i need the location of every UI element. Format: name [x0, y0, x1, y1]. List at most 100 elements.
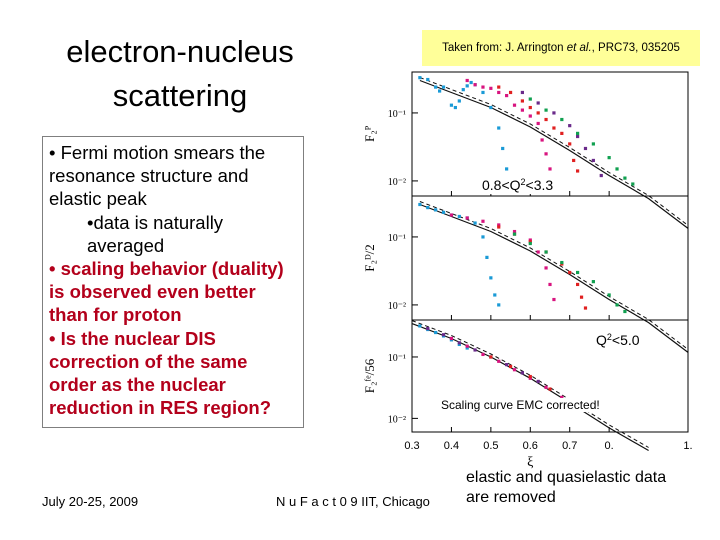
data-point-blue — [485, 255, 489, 259]
data-point-blue — [473, 221, 477, 225]
data-point-purple — [505, 363, 509, 367]
bullet-2-line-2: is observed even better — [49, 281, 256, 303]
scaling-curve-dashed — [419, 201, 689, 350]
sub-bullet-line-2: averaged — [87, 234, 165, 256]
slide-title: electron-nucleus scattering — [40, 30, 320, 118]
data-point-red — [572, 158, 576, 163]
data-point-magenta — [465, 344, 469, 348]
x-tick-label: 0.4 — [444, 440, 459, 452]
bullet-2-line-1: • scaling behavior (duality) — [49, 258, 284, 280]
data-point-purple — [552, 111, 556, 115]
data-point-blue — [441, 85, 446, 89]
data-point-magenta — [552, 297, 556, 302]
data-point-blue — [505, 167, 509, 171]
bullet-1-line-1: • Fermi motion smears the — [49, 142, 266, 163]
data-point-purple — [576, 134, 580, 139]
panel-1: 10⁻¹ 10⁻² F₂ᴾ — [362, 71, 689, 229]
scaling-curve-dashed — [419, 77, 689, 226]
data-point-purple — [520, 371, 524, 375]
data-point-blue — [481, 235, 485, 239]
scaling-curve — [419, 203, 689, 353]
data-point-magenta — [481, 352, 485, 357]
data-point-red — [536, 111, 540, 115]
data-point-magenta — [544, 385, 548, 389]
y-axis-label: F₂ᴾ — [362, 125, 377, 142]
data-point-red — [508, 364, 513, 369]
data-point-purple — [599, 173, 603, 178]
panel-frame — [411, 319, 689, 433]
data-point-red — [583, 306, 588, 310]
scaling-curve — [419, 79, 689, 229]
data-point-purple — [426, 326, 430, 331]
data-point-blue — [418, 76, 422, 80]
data-point-magenta — [505, 93, 509, 98]
data-point-blue — [434, 85, 438, 89]
data-point-magenta — [512, 229, 517, 234]
data-point-blue — [449, 103, 454, 107]
footer-date: July 20-25, 2009 — [42, 494, 139, 509]
data-point-magenta — [512, 103, 517, 107]
x-tick-label: 0.3 — [404, 440, 419, 452]
credit-italic: et al. — [566, 42, 592, 54]
data-point-red — [548, 387, 552, 391]
data-point-blue — [434, 208, 438, 212]
data-point-magenta — [449, 336, 454, 341]
data-point-blue — [497, 303, 501, 307]
y-tick-label: 10⁻¹ — [388, 233, 406, 244]
data-point-green — [528, 97, 532, 101]
data-point-magenta — [497, 223, 501, 227]
bullet-3-line-1: • Is the nuclear DIS — [49, 327, 216, 349]
data-point-magenta — [528, 376, 532, 380]
bullet-1-line-2: resonance structure and — [49, 165, 249, 187]
credit-suffix: , PRC73, 035205 — [591, 42, 680, 54]
title-line-1: electron-nucleus — [66, 34, 294, 69]
y-tick-label: 10⁻² — [388, 301, 406, 312]
data-point-green — [607, 293, 611, 297]
ann1-prefix: 0.8<Q — [482, 177, 521, 193]
y-axis-label: F₂ᴰ/2 — [362, 244, 377, 271]
ann2-prefix: Q — [596, 332, 607, 348]
bullet-3-line-3: order as the nuclear — [49, 374, 226, 396]
y-tick-label: 10⁻² — [388, 177, 406, 188]
data-point-green — [560, 260, 564, 265]
data-point-blue — [493, 293, 497, 297]
data-point-magenta — [473, 83, 477, 87]
data-point-blue — [434, 330, 438, 335]
footer-conference: N u F a c t 0 9 IIT, Chicago — [276, 494, 430, 509]
bullet-1-line-3: elastic peak — [49, 188, 147, 210]
data-point-magenta — [544, 152, 548, 156]
data-point-red — [528, 374, 532, 379]
data-point-red — [552, 126, 556, 130]
data-point-blue — [438, 89, 442, 93]
y-tick-label: 10⁻² — [388, 414, 406, 425]
data-point-blue — [441, 210, 446, 214]
data-point-green — [615, 167, 619, 171]
data-point-green — [560, 117, 564, 122]
data-point-magenta — [481, 219, 485, 223]
x-tick-label: 0.5 — [483, 440, 498, 452]
data-point-magenta — [544, 266, 548, 270]
annotation-emc: Scaling curve EMC corrected! — [441, 398, 600, 412]
data-point-magenta — [548, 167, 552, 171]
data-point-blue — [497, 126, 501, 130]
data-point-red — [560, 131, 564, 135]
data-point-purple — [536, 379, 540, 384]
bullet-3-line-4: reduction in RES region? — [49, 397, 272, 419]
x-tick-label: 0. — [605, 440, 614, 452]
bullet-2-line-3: than for proton — [49, 304, 182, 326]
ann2-sup: 2 — [606, 332, 612, 342]
data-point-green — [576, 270, 580, 275]
title-line-2: scattering — [112, 78, 248, 113]
data-point-red — [489, 355, 493, 359]
data-point-blue — [418, 202, 422, 207]
data-point-blue — [465, 346, 469, 350]
note-line-2: are removed — [466, 489, 556, 506]
bullet-box: • Fermi motion smears the resonance stru… — [42, 136, 304, 428]
data-point-red — [544, 117, 548, 122]
data-point-blue — [501, 146, 505, 151]
data-point-purple — [591, 158, 595, 163]
data-point-green — [591, 142, 595, 146]
data-point-green — [623, 309, 627, 314]
data-point-purple — [583, 146, 588, 151]
